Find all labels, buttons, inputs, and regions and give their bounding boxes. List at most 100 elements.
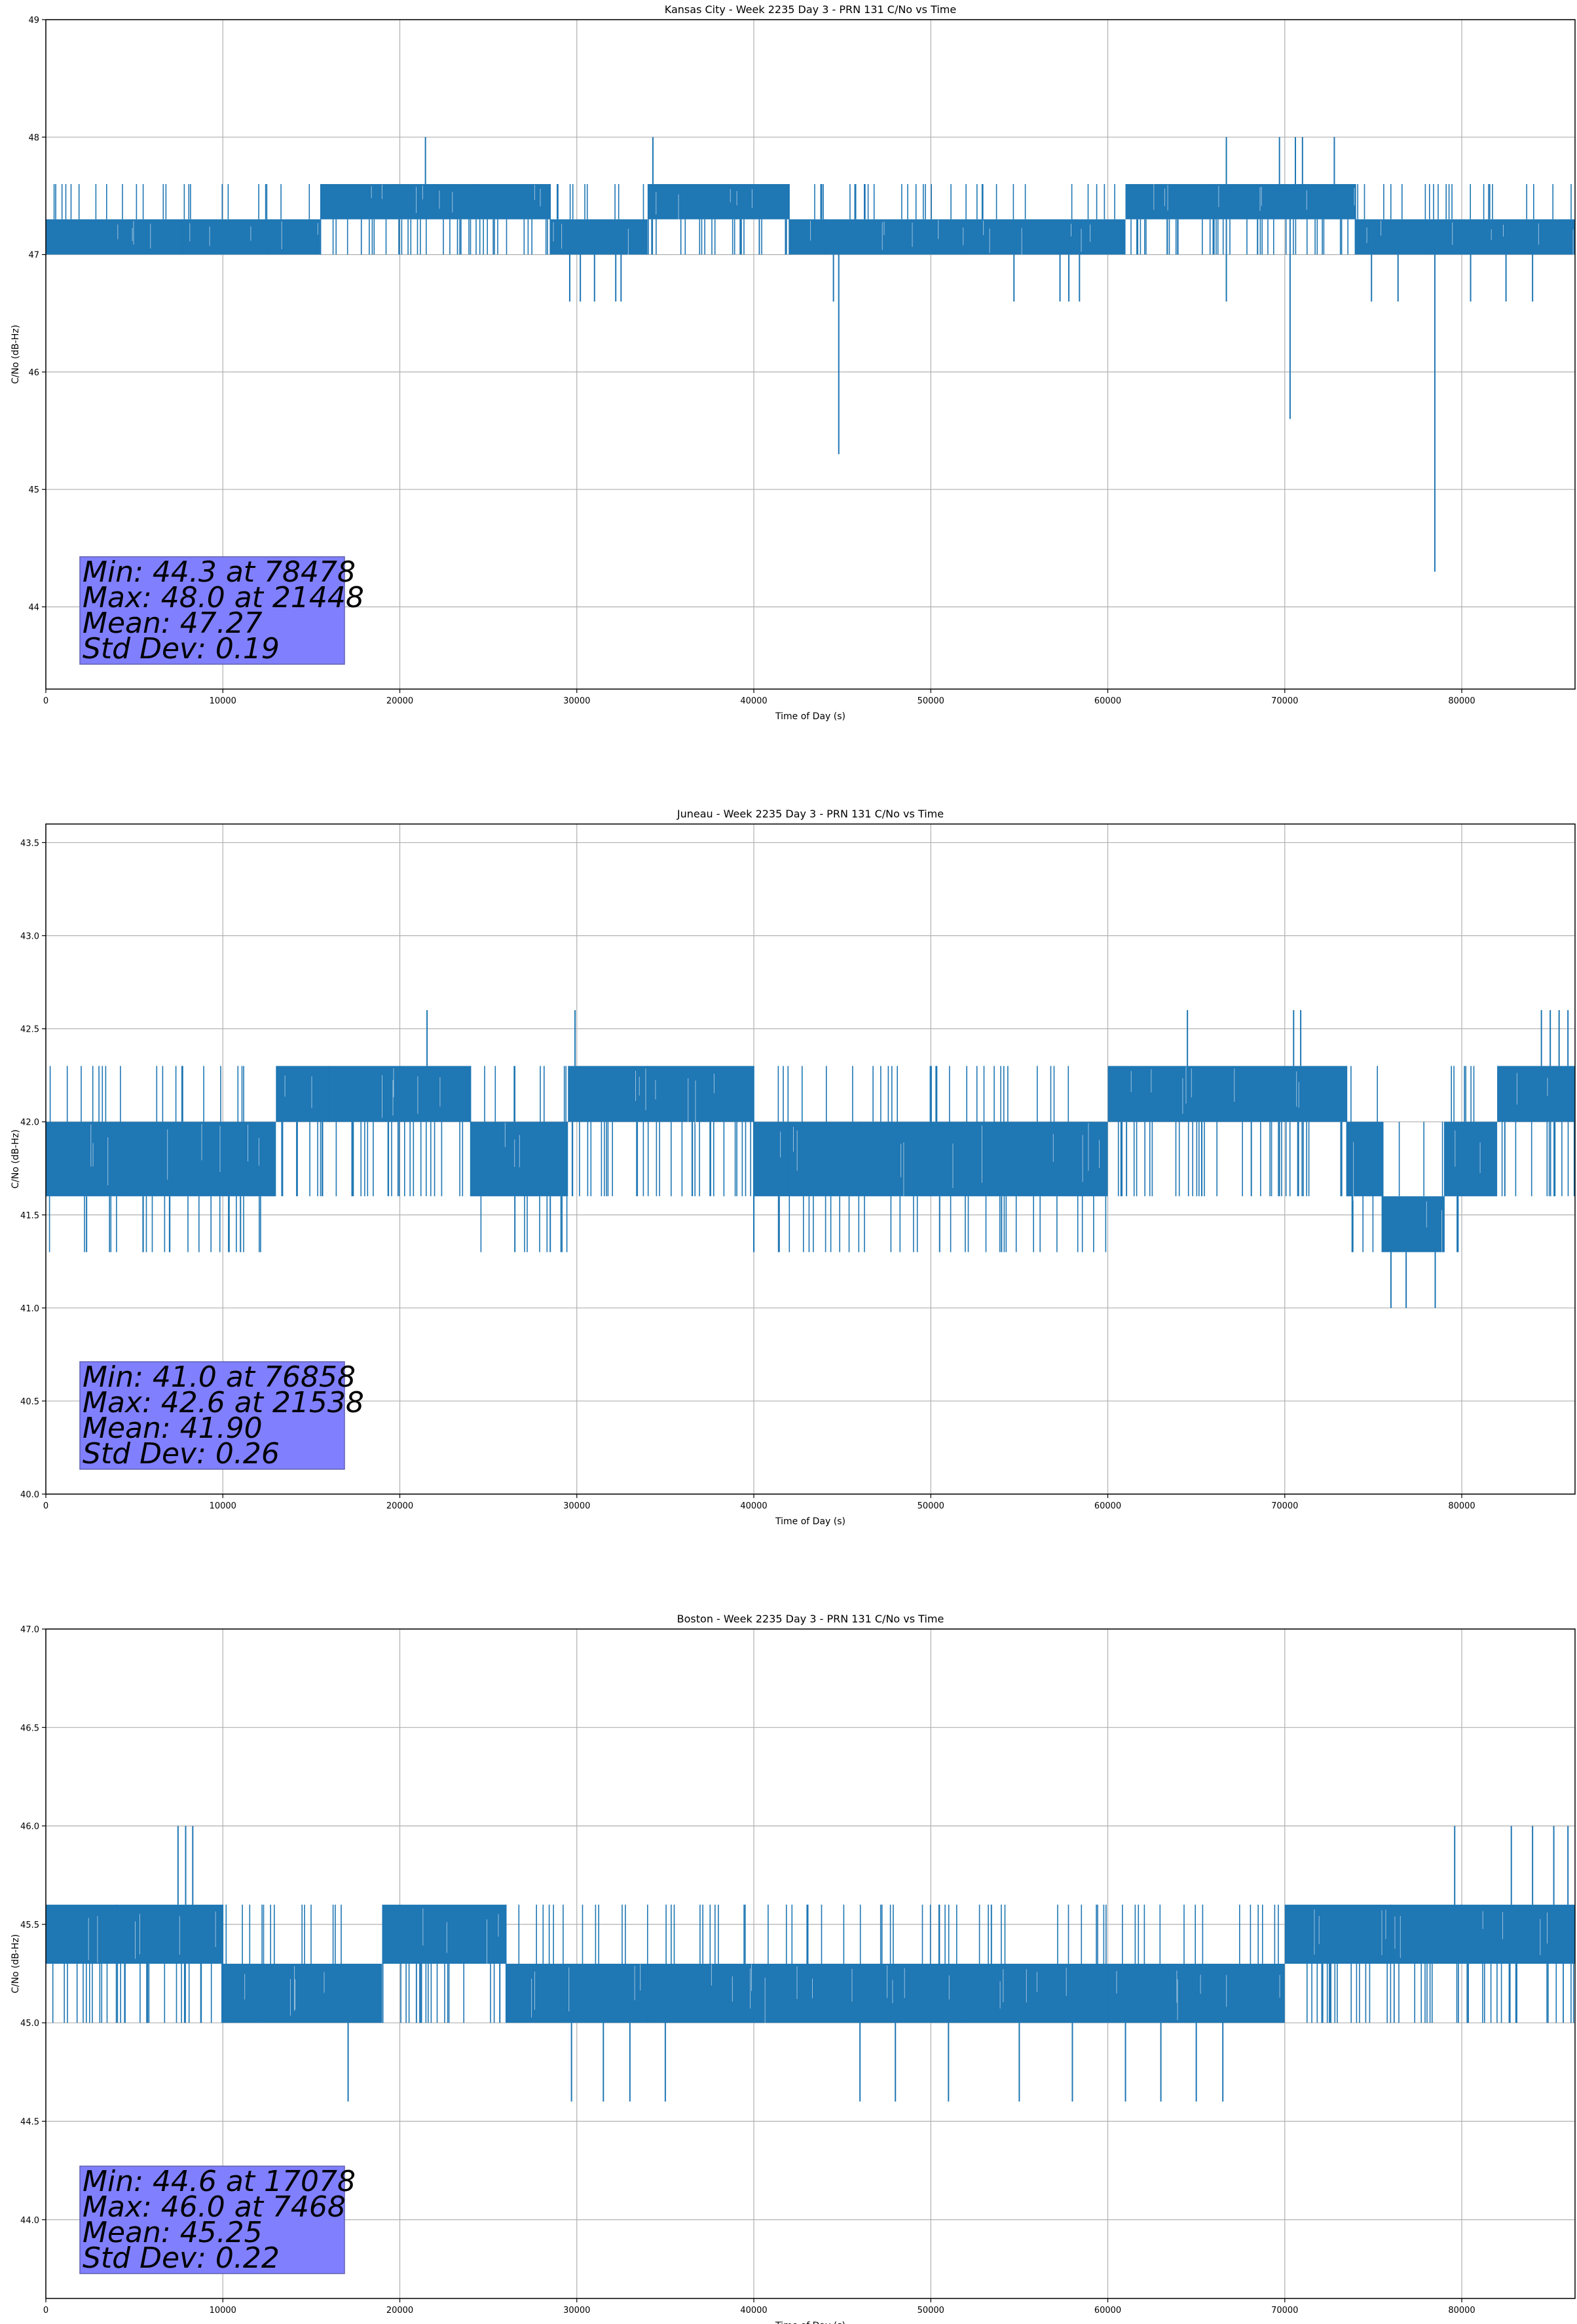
series-band [320, 184, 427, 219]
series-flicker [52, 1904, 1574, 2023]
x-axis-label: Time of Day (s) [775, 711, 845, 722]
series-band [931, 1121, 967, 1197]
x-tick-label: 50000 [918, 696, 944, 706]
series-band [46, 1904, 117, 1964]
y-tick-label: 40.5 [20, 1397, 39, 1407]
series-band [276, 1066, 329, 1122]
stats-line: Mean: 45.25 [83, 2216, 263, 2249]
stats-box [79, 556, 345, 665]
series-band [647, 184, 736, 219]
series-band [1302, 184, 1356, 219]
series-band [1355, 219, 1426, 255]
series-band [754, 1964, 861, 2023]
series-band [223, 1964, 259, 2023]
x-tick-label: 20000 [386, 696, 413, 706]
x-tick-label: 30000 [563, 1501, 590, 1511]
series-band [117, 1904, 223, 1964]
y-tick-label: 42.0 [20, 1118, 39, 1128]
y-tick-label: 47.0 [20, 1625, 39, 1635]
series-band [860, 1121, 931, 1197]
series-band [754, 1121, 790, 1197]
y-tick-label: 42.5 [20, 1025, 39, 1035]
stats-line: Max: 48.0 at 21448 [83, 581, 364, 614]
series-band [647, 1964, 754, 2023]
x-tick-label: 10000 [210, 2306, 236, 2315]
x-tick-label: 80000 [1448, 1501, 1475, 1511]
x-tick-label: 50000 [918, 2306, 944, 2315]
series-band [1462, 1904, 1575, 1964]
y-tick-label: 45 [28, 485, 39, 495]
series-band [1284, 1904, 1391, 1964]
series-band [966, 219, 1073, 255]
axes-frame [45, 1628, 1576, 2299]
chart-title: Kansas City - Week 2235 Day 3 - PRN 131 … [665, 3, 956, 16]
series-band [329, 1066, 471, 1122]
x-tick-label: 60000 [1094, 1501, 1121, 1511]
stats-box [79, 1361, 345, 1470]
x-tick-label: 50000 [918, 1501, 944, 1511]
y-axis-label: C/No (dB-Hz) [10, 1934, 21, 1993]
stats-box [79, 2165, 345, 2274]
x-tick-label: 60000 [1094, 696, 1121, 706]
series-texture [88, 1908, 1548, 2023]
stats-line: Mean: 47.27 [83, 607, 263, 640]
series-band [568, 1066, 648, 1122]
series-band [647, 1066, 754, 1122]
y-tick-label: 46.0 [20, 1822, 39, 1832]
x-tick-label: 70000 [1271, 2306, 1298, 2315]
series-band [1390, 1904, 1462, 1964]
chart-title: Boston - Week 2235 Day 3 - PRN 131 C/No … [677, 1613, 944, 1625]
x-tick-label: 0 [43, 1501, 48, 1511]
series-band [426, 184, 480, 219]
x-tick-label: 40000 [740, 696, 767, 706]
x-tick-label: 40000 [740, 2306, 767, 2315]
series-band [825, 219, 967, 255]
y-tick-label: 47 [28, 251, 39, 261]
stats-line: Min: 44.6 at 17078 [83, 2165, 356, 2198]
y-tick-label: 49 [28, 16, 39, 26]
series-band [1284, 1066, 1347, 1122]
data-series [46, 1010, 1575, 1308]
y-tick-label: 44.5 [20, 2117, 39, 2127]
chart-panel-1: Kansas City - Week 2235 Day 3 - PRN 131 … [10, 3, 1576, 722]
stats-line: Mean: 41.90 [83, 1412, 263, 1445]
axes-frame [45, 19, 1576, 690]
series-band [735, 184, 790, 219]
data-series [46, 137, 1575, 572]
y-tick-label: 43.0 [20, 932, 39, 942]
chart-title: Juneau - Week 2235 Day 3 - PRN 131 C/No … [677, 808, 944, 820]
x-tick-label: 80000 [1448, 2306, 1475, 2315]
series-band [1072, 219, 1126, 255]
series-band [182, 219, 267, 255]
y-tick-label: 46 [28, 368, 39, 378]
x-tick-label: 20000 [386, 2306, 413, 2315]
series-band [568, 1964, 648, 2023]
series-band [1214, 184, 1303, 219]
x-axis-label: Time of Day (s) [775, 2321, 845, 2324]
series-band [1107, 1066, 1179, 1122]
x-tick-label: 70000 [1271, 1501, 1298, 1511]
series-band [506, 1964, 568, 2023]
y-tick-label: 45.5 [20, 1921, 39, 1930]
chart-panel-2: Juneau - Week 2235 Day 3 - PRN 131 C/No … [10, 808, 1576, 1527]
series-band [267, 219, 320, 255]
y-tick-label: 41.5 [20, 1211, 39, 1221]
series-band [789, 1121, 861, 1197]
y-tick-label: 41.0 [20, 1304, 39, 1314]
x-tick-label: 30000 [563, 696, 590, 706]
series-band [223, 1121, 276, 1197]
series-band [125, 1121, 223, 1197]
x-tick-label: 70000 [1271, 696, 1298, 706]
axes-frame [45, 823, 1576, 1495]
stats-line: Std Dev: 0.19 [83, 632, 280, 665]
chart-panel-3: Boston - Week 2235 Day 3 - PRN 131 C/No … [10, 1613, 1576, 2324]
stats-line: Std Dev: 0.26 [83, 1437, 280, 1471]
y-axis-label: C/No (dB-Hz) [10, 325, 21, 384]
stats-line: Min: 44.3 at 78478 [83, 555, 356, 589]
y-axis-label: C/No (dB-Hz) [10, 1129, 21, 1188]
x-tick-label: 30000 [563, 2306, 590, 2315]
series-band [621, 219, 648, 255]
stats-line: Max: 46.0 at 7468 [83, 2190, 346, 2224]
x-tick-label: 20000 [386, 1501, 413, 1511]
